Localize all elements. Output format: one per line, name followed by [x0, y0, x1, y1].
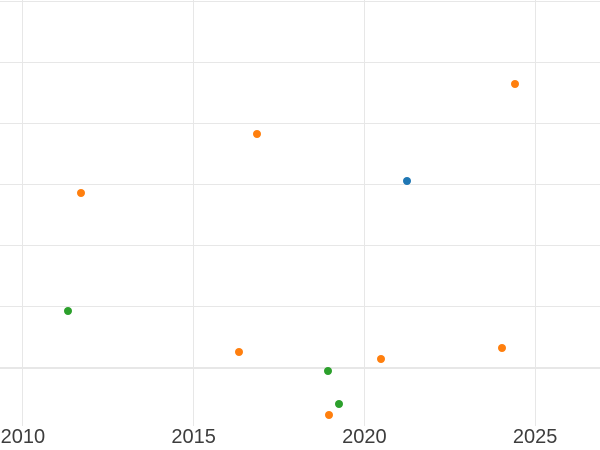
data-point-blue-series: [403, 176, 412, 185]
data-point-green-series: [324, 367, 333, 376]
x-gridline: [363, 0, 365, 426]
data-point-orange-series: [377, 354, 386, 363]
y-gridline: [0, 122, 600, 125]
data-point-orange-series: [497, 343, 506, 352]
x-tick-label: 2015: [171, 426, 216, 448]
x-gridline: [22, 0, 24, 426]
y-gridline: [0, 184, 600, 186]
y-gridline: [0, 0, 600, 2]
y-gridline: [0, 306, 600, 308]
data-point-orange-series: [252, 130, 261, 139]
y-gridline: [0, 245, 600, 247]
x-tick-label: 2020: [342, 426, 387, 448]
data-point-green-series: [63, 307, 72, 316]
data-point-orange-series: [234, 348, 243, 357]
data-point-green-series: [335, 400, 344, 409]
data-point-orange-series: [510, 80, 519, 89]
data-point-orange-series: [324, 411, 333, 420]
data-point-orange-series: [76, 188, 85, 197]
y-gridline: [0, 367, 600, 369]
x-tick-label: 2025: [512, 426, 558, 448]
x-gridline: [193, 0, 195, 426]
y-gridline: [0, 61, 600, 63]
x-tick-label: 2010: [0, 426, 46, 448]
x-gridline: [534, 0, 536, 426]
